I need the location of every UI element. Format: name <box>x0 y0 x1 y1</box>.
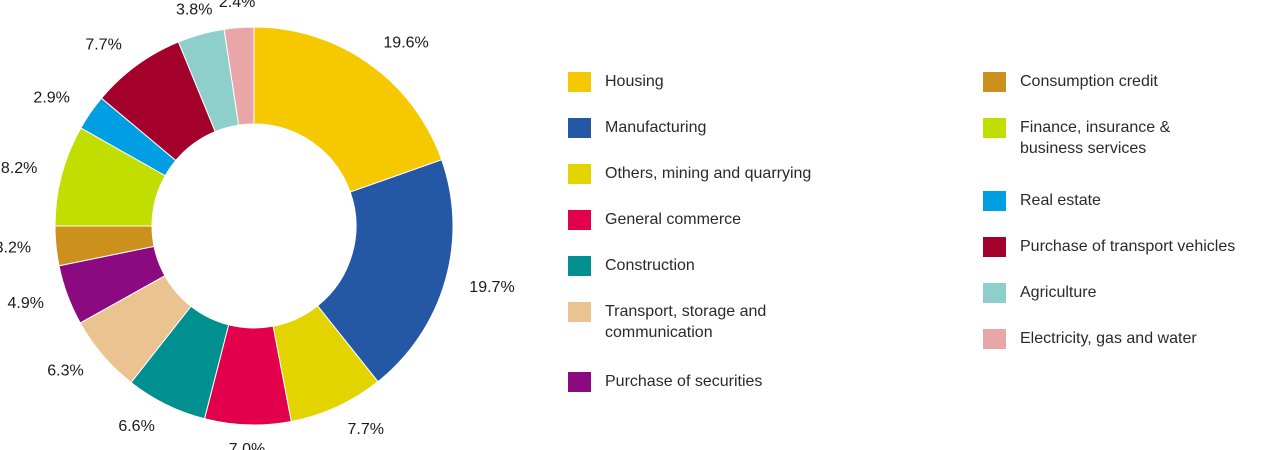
legend-label: Transport, storage and communication <box>605 301 766 343</box>
legend-item: Housing <box>568 72 664 92</box>
legend-label: Purchase of transport vehicles <box>1020 236 1235 257</box>
legend-label-line: Housing <box>605 73 664 90</box>
legend-item: Transport, storage and communication <box>568 302 766 343</box>
legend-item: Purchase of securities <box>568 372 762 392</box>
data-label: 3.2% <box>0 240 31 257</box>
legend-label-line: Manufacturing <box>605 119 707 136</box>
legend-label: Real estate <box>1020 190 1101 211</box>
legend-swatch <box>568 72 591 92</box>
data-label: 7.7% <box>348 421 384 438</box>
legend-label-line: Construction <box>605 257 695 274</box>
data-label: 2.4% <box>219 0 255 11</box>
legend-swatch <box>568 372 591 392</box>
legend-item: Purchase of transport vehicles <box>983 237 1235 257</box>
legend-item: Real estate <box>983 191 1101 211</box>
legend-swatch <box>983 329 1006 349</box>
legend-label-line: business services <box>1020 140 1147 157</box>
legend-item: Agriculture <box>983 283 1096 303</box>
legend-item: Manufacturing <box>568 118 706 138</box>
legend-label-line: General commerce <box>605 211 742 228</box>
donut-chart: 19.6% 19.7% 7.7% 7.0% 6.6% 6.3% 4.9% 3.2% 8.2% 2.… <box>0 0 515 450</box>
legend-label-line: Others, mining and quarrying <box>605 165 812 182</box>
legend-swatch <box>983 118 1006 138</box>
data-label: 6.3% <box>47 363 83 380</box>
data-label: 19.7% <box>469 279 514 296</box>
legend-item: Consumption credit <box>983 72 1158 92</box>
data-label: 3.8% <box>176 1 212 18</box>
legend-label: Manufacturing <box>605 117 706 138</box>
legend-swatch <box>568 118 591 138</box>
data-label: 4.9% <box>8 295 44 312</box>
legend-label-line: Purchase of securities <box>605 373 763 390</box>
legend-item: Construction <box>568 256 695 276</box>
legend-label-line: Electricity, gas and water <box>1020 330 1197 347</box>
legend-label: Construction <box>605 255 695 276</box>
legend-label: Agriculture <box>1020 282 1096 303</box>
legend-swatch <box>568 256 591 276</box>
legend-label: Housing <box>605 71 664 92</box>
slice-electricity-gas-and-water <box>223 26 255 126</box>
legend-item: Others, mining and quarrying <box>568 164 811 184</box>
legend-swatch <box>568 302 591 322</box>
legend-label: General commerce <box>605 209 741 230</box>
data-labels: 19.6% 19.7% 7.7% 7.0% 6.6% 6.3% 4.9% 3.2% 8.2% 2.… <box>0 0 515 450</box>
legend-label: Electricity, gas and water <box>1020 328 1197 349</box>
legend-label-line: Consumption credit <box>1020 73 1158 90</box>
data-label: 7.0% <box>229 441 265 450</box>
legend-swatch <box>983 72 1006 92</box>
data-label: 8.2% <box>1 160 37 177</box>
slice-housing <box>253 26 443 193</box>
legend-swatch <box>983 283 1006 303</box>
legend-label-line: communication <box>605 324 713 341</box>
legend-label-line: Real estate <box>1020 192 1101 209</box>
legend-label-line: Purchase of transport vehicles <box>1020 238 1236 255</box>
legend-swatch <box>983 237 1006 257</box>
legend-label: Purchase of securities <box>605 371 762 392</box>
legend-swatch <box>568 210 591 230</box>
legend-swatch <box>568 164 591 184</box>
legend-label: Finance, insurance & business services <box>1020 117 1170 159</box>
legend-item: Electricity, gas and water <box>983 329 1197 349</box>
legend-item: General commerce <box>568 210 741 230</box>
legend-label: Consumption credit <box>1020 71 1158 92</box>
data-label: 19.6% <box>383 34 428 51</box>
legend-label: Others, mining and quarrying <box>605 163 811 184</box>
slice-manufacturing <box>316 159 454 383</box>
legend-swatch <box>983 191 1006 211</box>
legend-label-line: Agriculture <box>1020 284 1097 301</box>
legend-label-line: Transport, storage and <box>605 303 767 320</box>
data-label: 6.6% <box>118 418 154 435</box>
legend-label-line: Finance, insurance & <box>1020 119 1171 136</box>
legend-item: Finance, insurance & business services <box>983 118 1170 159</box>
data-label: 7.7% <box>85 36 121 53</box>
donut-slices <box>54 26 454 426</box>
data-label: 2.9% <box>33 90 69 107</box>
